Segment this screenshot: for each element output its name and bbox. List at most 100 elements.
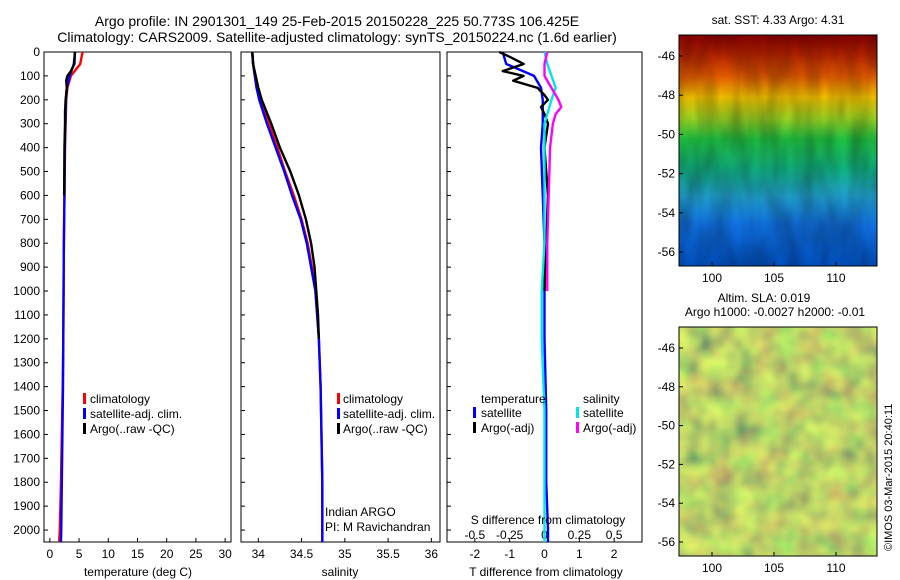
series-line-satellite-adj-clim <box>251 51 324 542</box>
map-y-tick-label: -56 <box>658 535 676 549</box>
map-y-tick-label: -46 <box>658 49 676 63</box>
map-x-tick-label: 100 <box>702 561 722 575</box>
top-x-tick-label: -0.5 <box>465 528 486 542</box>
map-y-tick-label: -52 <box>658 457 676 471</box>
map-y-tick-label: -54 <box>658 206 676 220</box>
x-tick-label: 15 <box>131 547 145 561</box>
map-y-tick-label: -46 <box>658 341 676 355</box>
x-tick-label: 5 <box>76 547 83 561</box>
depth-tick-label: 0 <box>33 45 40 59</box>
sla-map <box>678 326 878 557</box>
legend-header-salinity: salinity <box>583 392 620 406</box>
legend-header-temperature: temperature <box>481 392 546 406</box>
temperature-xlabel: temperature (deg C) <box>84 565 192 579</box>
x-tick-label: 35 <box>338 547 352 561</box>
float-program-label: Indian ARGO <box>325 505 396 519</box>
depth-tick-label: 300 <box>20 117 40 131</box>
x-tick-label: 20 <box>160 547 174 561</box>
sla-map-axes: -46 -48 -50 -52 -54 -56 100 105 110 <box>658 341 846 575</box>
sst-map-frame <box>678 34 878 267</box>
top-x-tick-label: -0.25 <box>496 528 524 542</box>
map-y-tick-label: -50 <box>658 127 676 141</box>
map-x-tick-label: 100 <box>702 271 722 285</box>
x-tick-label: 1 <box>576 547 583 561</box>
legend-swatch-climatology <box>337 393 340 404</box>
salinity-xlabel: salinity <box>322 565 359 579</box>
legend-label-satellite: satellite-adj. clim. <box>343 407 435 421</box>
x-tick-label: 34 <box>252 547 266 561</box>
x-tick-label: 10 <box>102 547 116 561</box>
difference-xlabel: T difference from climatology <box>469 565 623 579</box>
series-line-argo-raw-qc <box>62 51 77 196</box>
map-y-tick-label: -50 <box>658 419 676 433</box>
depth-tick-label: 1700 <box>13 451 40 465</box>
depth-tick-label: 1500 <box>13 404 40 418</box>
difference-legend: temperature salinity satellite Argo(-adj… <box>473 392 636 435</box>
map-y-tick-label: -48 <box>658 88 676 102</box>
legend-swatch-sal-satellite <box>576 407 579 418</box>
series-line-satellite <box>540 51 557 542</box>
series-line-argo-raw-qc <box>251 51 321 339</box>
x-tick-label: 34.5 <box>290 547 314 561</box>
series-line-argo-adj <box>498 50 550 292</box>
depth-axis: 0 100 200 300 400 500 600 700 800 900 1000 1100 1200… <box>13 45 451 537</box>
depth-tick-label: 1300 <box>13 356 40 370</box>
difference-x-axis: -2 -1 0 1 2-0.5 -0.25 0 0.25 0.5 <box>465 528 623 561</box>
header-subtitle: Climatology: CARS2009. Satellite-adjuste… <box>57 29 617 45</box>
legend-label-argo: Argo(..raw -QC) <box>343 422 428 436</box>
map-y-tick-label: -52 <box>658 167 676 181</box>
sst-map-texture <box>679 35 877 266</box>
x-tick-label: 35.5 <box>376 547 400 561</box>
sla-map-title-2: Argo h1000: -0.0027 h2000: -0.01 <box>685 305 865 319</box>
temperature-panel-frame <box>43 51 232 543</box>
legend-label-temp-satellite: satellite <box>481 406 522 420</box>
salinity-legend: climatology satellite-adj. clim. Argo(..… <box>337 392 435 436</box>
legend-swatch-argo <box>83 423 86 434</box>
x-tick-label: 25 <box>189 547 203 561</box>
legend-label-climatology: climatology <box>343 392 403 406</box>
x-tick-label: -1 <box>504 547 515 561</box>
series-line-satellite-adj-clim <box>59 51 77 543</box>
x-tick-label: 0 <box>47 547 54 561</box>
legend-label-climatology: climatology <box>90 392 150 406</box>
depth-tick-label: 1000 <box>13 284 40 298</box>
depth-tick-label: 1200 <box>13 332 40 346</box>
depth-tick-label: 1900 <box>13 499 40 513</box>
top-x-tick-label: 0.25 <box>568 528 592 542</box>
credit-stamp: ©IMOS 03-Mar-2015 20:40:11 <box>883 404 895 551</box>
legend-label-sal-satellite: satellite <box>583 406 624 420</box>
sla-map-image <box>679 327 877 556</box>
depth-tick-label: 1600 <box>13 427 40 441</box>
map-x-tick-label: 105 <box>764 561 784 575</box>
x-tick-label: -2 <box>470 547 481 561</box>
sla-map-title-1: Altim. SLA: 0.019 <box>718 291 811 305</box>
legend-swatch-argo <box>337 423 340 434</box>
legend-swatch-temp-argo <box>473 422 476 433</box>
legend-swatch-satellite <box>337 408 340 419</box>
legend-swatch-temp-satellite <box>473 407 476 418</box>
legend-swatch-sal-argo <box>576 422 579 433</box>
salinity-panel-frame <box>240 51 441 543</box>
depth-tick-label: 1800 <box>13 475 40 489</box>
temperature-x-axis: 0 5 10 15 20 25 30 <box>47 538 232 561</box>
legend-label-sal-argo: Argo(-adj) <box>583 421 636 435</box>
sst-map-axes: -46 -48 -50 -52 -54 -56 100 105 110 <box>658 49 846 285</box>
map-x-tick-label: 105 <box>764 271 784 285</box>
depth-tick-label: 2000 <box>13 523 40 537</box>
map-y-tick-label: -48 <box>658 380 676 394</box>
x-tick-label: 36 <box>425 547 439 561</box>
map-y-tick-label: -54 <box>658 496 676 510</box>
legend-label-argo: Argo(..raw -QC) <box>90 422 175 436</box>
difference-series <box>498 50 563 542</box>
salinity-series <box>251 51 324 542</box>
x-tick-label: 2 <box>611 547 618 561</box>
depth-tick-label: 1100 <box>14 308 40 322</box>
map-x-tick-label: 110 <box>826 561 845 575</box>
depth-tick-label: 1400 <box>13 380 40 394</box>
map-x-tick-label: 110 <box>826 271 845 285</box>
depth-tick-label: 600 <box>20 188 40 202</box>
sst-map <box>678 34 878 267</box>
temperature-legend: climatology satellite-adj. clim. Argo(..… <box>83 392 182 436</box>
series-line-satellite <box>501 51 550 542</box>
